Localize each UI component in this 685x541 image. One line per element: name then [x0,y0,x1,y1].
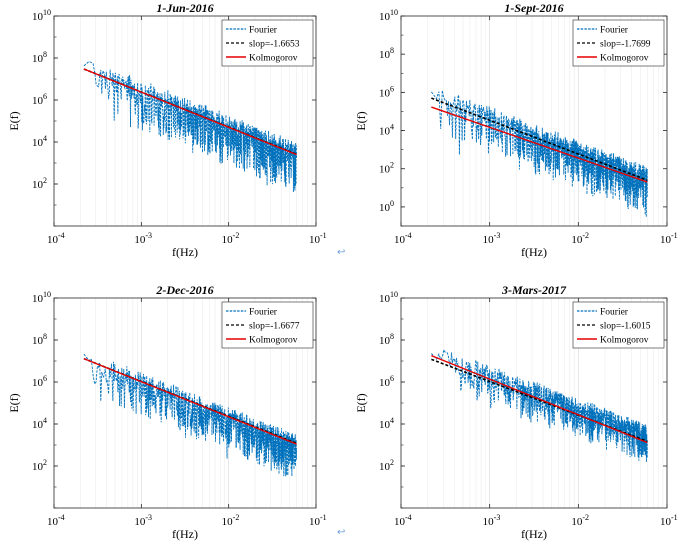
legend-entry: Fourier [249,308,278,318]
y-tick-label: 108 [32,332,47,347]
x-tick-label: 10-3 [483,231,501,246]
x-axis-label: f(Hz) [172,245,198,259]
legend-entry: slop=-1.6653 [249,40,300,50]
x-tick-label: 10-1 [660,513,678,528]
kolmogorov-line [83,68,297,156]
x-tick-label: 10-1 [660,231,678,246]
legend-entry: Fourier [600,308,629,318]
plot-area [83,353,298,477]
fourier-series-line [83,353,298,477]
legend: Fourier slop=-1.7699 Kolmogorov [572,19,665,67]
y-tick-label: 106 [32,374,47,389]
x-tick-label: 10-2 [222,231,240,246]
y-tick-label: 106 [379,374,394,389]
x-tick-label: 10-4 [47,231,65,246]
x-minor-grid [79,298,313,508]
plot-area [431,90,648,218]
x-tick-label: 10-2 [571,231,589,246]
paragraph-mark: ↩ [337,247,346,258]
legend-entry: Kolmogorov [249,336,298,346]
y-axis-label: E(f) [354,111,368,130]
y-tick-label: 104 [379,416,394,431]
y-tick-label: 1010 [32,290,51,305]
legend-entry: slop=-1.7699 [600,40,651,50]
legend: Fourier slop=-1.6015 Kolmogorov [572,301,665,349]
x-axis-label: f(Hz) [521,245,547,259]
y-tick-label: 108 [32,50,47,65]
x-tick-label: 10-1 [309,231,327,246]
y-tick-label: 102 [379,458,394,473]
x-tick-label: 10-1 [309,513,327,528]
axes-frame [400,15,668,227]
chart-panel: 10-4 10-3 10-2 10-1 102 104 106 108 1010 3-Mars-2… [354,283,678,541]
chart-title: 1-Jun-2016 [156,1,213,15]
y-tick-label: 102 [379,161,394,176]
x-axis-label: f(Hz) [521,527,547,541]
x-tick-label: 10-4 [47,513,65,528]
y-axis-label: E(f) [7,111,21,130]
x-tick-label: 10-2 [222,513,240,528]
y-tick-label: 108 [379,332,394,347]
chart-panel: 10-4 10-3 10-2 10-1 100 102 104 106 108 1010 1-Sep… [354,1,678,259]
kolmogorov-line [83,357,297,445]
legend-entry: slop=-1.6677 [249,322,300,332]
paragraph-mark: ↩ [337,527,346,538]
y-tick-label: 1010 [379,8,398,23]
fourier-series-line [83,60,298,193]
y-tick-label: 1010 [32,8,51,23]
y-tick-label: 106 [379,84,394,99]
legend-entry: Fourier [249,26,278,36]
y-axis-label: E(f) [354,393,368,412]
slope-fit-line [431,97,648,181]
fourier-series-line [431,348,648,462]
legend-entry: Kolmogorov [249,54,298,64]
legend-entry: Kolmogorov [600,54,649,64]
chart-title: 2-Dec-2016 [155,283,213,297]
y-tick-label: 102 [32,458,47,473]
y-tick-label: 108 [379,46,394,61]
y-tick-label: 104 [32,134,47,149]
y-tick-label: 104 [379,123,394,138]
legend: Fourier slop=-1.6677 Kolmogorov [221,301,314,349]
y-tick-label: 106 [32,92,47,107]
kolmogorov-line [431,106,648,183]
chart-panel: 10-4 10-3 10-2 10-1 102 104 106 108 1010 2-Dec-20… [7,283,327,541]
chart-title: 3-Mars-2017 [501,283,567,297]
legend-entry: Kolmogorov [600,336,649,346]
x-tick-label: 10-3 [483,513,501,528]
legend: Fourier slop=-1.6653 Kolmogorov [221,19,314,67]
plot-area [83,60,298,193]
x-axis-label: f(Hz) [172,527,198,541]
kolmogorov-line [431,354,648,444]
x-tick-label: 10-2 [571,513,589,528]
y-tick-label: 1010 [379,290,398,305]
x-tick-label: 10-3 [134,231,152,246]
y-tick-label: 104 [32,416,47,431]
legend-entry: slop=-1.6015 [600,322,651,332]
y-axis-label: E(f) [7,393,21,412]
plot-area [431,348,648,462]
y-tick-label: 102 [32,176,47,191]
x-tick-label: 10-4 [394,231,412,246]
x-tick-label: 10-3 [134,513,152,528]
fourier-series-line [431,90,648,218]
y-tick-label: 100 [379,199,394,214]
x-tick-label: 10-4 [394,513,412,528]
chart-panel: 10-4 10-3 10-2 10-1 102 104 106 108 1010 1-Jun-20… [7,1,327,259]
legend-entry: Fourier [600,26,629,36]
chart-title: 1-Sept-2016 [504,1,563,15]
